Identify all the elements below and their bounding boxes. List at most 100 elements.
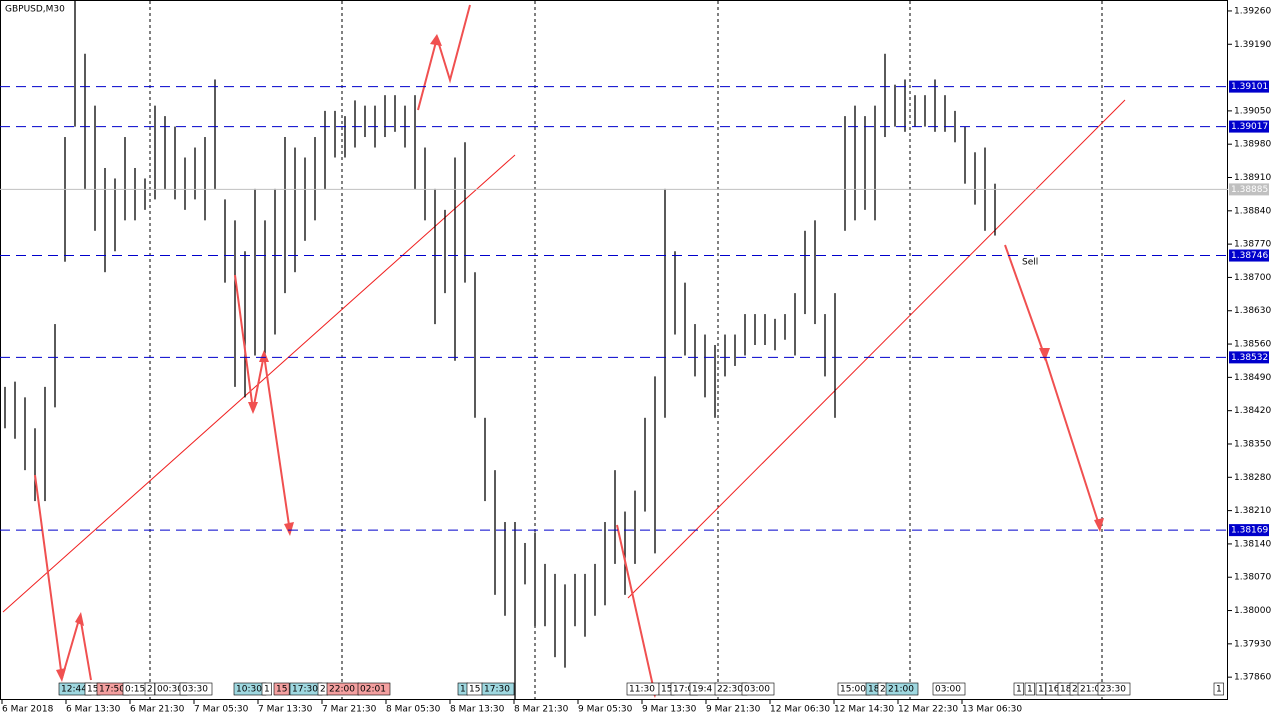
x-tick-label: 9 Mar 21:30 (706, 705, 761, 715)
time-tag-label: 2 (880, 685, 886, 695)
time-tag-label: 23:30 (1100, 685, 1126, 695)
x-tick-label: 8 Mar 05:30 (386, 705, 441, 715)
time-tag-label: 16 (1048, 685, 1060, 695)
level-box (1229, 524, 1269, 537)
time-tag (1024, 682, 1035, 696)
y-tick-label: 1.38910 (1234, 173, 1271, 183)
time-tag-label: 17:30 (292, 685, 318, 695)
time-tag-label: 15 (87, 685, 98, 695)
y-tick-label: 1.38000 (1234, 606, 1271, 616)
plot-frame (0, 0, 1228, 700)
time-tag-label: 12:44 (61, 685, 87, 695)
time-tag-label: 1 (1216, 685, 1222, 695)
y-tick-label: 1.38700 (1234, 273, 1271, 283)
y-tick-label: 1.38490 (1234, 373, 1271, 383)
y-tick-label: 1.38210 (1234, 506, 1271, 516)
time-tag-label: 00:30 (157, 685, 183, 695)
time-tag (273, 682, 290, 696)
y-tick-label: 1.37930 (1234, 639, 1271, 649)
time-tag-label: 02:01 (360, 685, 386, 695)
y-tick-label: 1.38560 (1234, 340, 1271, 350)
time-tag-label: 18 (868, 685, 880, 695)
chart-title: GBPUSD,M30 (5, 5, 65, 15)
time-tag-label: 1 (264, 685, 270, 695)
time-tag-label: 21:0 (1080, 685, 1100, 695)
level-box (1229, 120, 1269, 133)
time-tag-label: 03:00 (935, 685, 961, 695)
time-tag-label: 15 (276, 685, 287, 695)
y-tick-label: 1.39050 (1234, 106, 1271, 116)
time-tag-label: 19:4 (692, 685, 712, 695)
time-tag-label: 2 (147, 685, 153, 695)
x-tick-label: 9 Mar 05:30 (578, 705, 633, 715)
x-tick-label: 8 Mar 13:30 (450, 705, 505, 715)
x-tick-label: 7 Mar 13:30 (258, 705, 313, 715)
time-tag (357, 682, 391, 696)
x-tick-label: 12 Mar 22:30 (898, 705, 958, 715)
time-grid (149, 1, 1103, 699)
time-tag (885, 682, 919, 696)
time-tag (932, 682, 966, 696)
time-tag-label: 18 (1060, 685, 1072, 695)
time-tag-label: 22:30 (717, 685, 743, 695)
level-box (1229, 249, 1269, 262)
annotation: Sell (1022, 258, 1038, 268)
time-tag-label: 11:30 (629, 685, 655, 695)
x-tick-label: 8 Mar 21:30 (514, 705, 569, 715)
y-tick-label: 1.38840 (1234, 206, 1271, 216)
time-tag-label: 1 (1027, 685, 1033, 695)
time-tag-label: 17:0 (673, 685, 693, 695)
time-tag (1013, 682, 1024, 696)
time-tag (481, 682, 515, 696)
time-tag-label: 03:30 (182, 685, 208, 695)
y-tick-label: 1.39260 (1234, 6, 1271, 16)
time-tag (741, 682, 775, 696)
level-label: 1.39101 (1231, 82, 1268, 92)
x-tick-label: 6 Mar 2018 (2, 705, 54, 715)
bars (4, 0, 996, 700)
x-tick-label: 7 Mar 05:30 (194, 705, 249, 715)
time-tag-label: 2 (320, 685, 326, 695)
time-tag (144, 682, 155, 696)
y-tick-label: 1.38140 (1234, 539, 1271, 549)
level-label: 1.38746 (1231, 251, 1268, 261)
y-tick-label: 1.38420 (1234, 406, 1271, 416)
x-tick-label: 6 Mar 21:30 (130, 705, 185, 715)
x-tick-label: 7 Mar 21:30 (322, 705, 377, 715)
time-tag-label: 10:30 (236, 685, 262, 695)
time-tag-label: 17:30 (484, 685, 510, 695)
level-box (1229, 351, 1269, 364)
time-tag-label: 15 (469, 685, 480, 695)
y-tick-label: 1.38630 (1234, 306, 1271, 316)
y-tick-label: 1.38770 (1234, 240, 1271, 250)
y-tick-label: 1.37860 (1234, 673, 1271, 683)
time-tag-label: 1 (1038, 685, 1044, 695)
time-tag-label: 1 (460, 685, 466, 695)
y-tick-label: 1.39190 (1234, 40, 1271, 50)
current-price-box (1229, 183, 1269, 196)
time-tag (179, 682, 213, 696)
current-price-label: 1.38885 (1231, 185, 1268, 195)
level-label: 1.39017 (1231, 122, 1268, 132)
y-tick-label: 1.38280 (1234, 473, 1271, 483)
time-tag-label: 03:00 (744, 685, 770, 695)
x-tick-label: 6 Mar 13:30 (66, 705, 121, 715)
level-box (1229, 80, 1269, 93)
y-tick-label: 1.38070 (1234, 573, 1271, 583)
time-tag (261, 682, 272, 696)
time-tag-label: 15 (661, 685, 672, 695)
x-tick-label: 13 Mar 06:30 (962, 705, 1022, 715)
y-tick-label: 1.38350 (1234, 439, 1271, 449)
level-label: 1.38169 (1231, 526, 1268, 536)
time-tag-label: 22:00 (329, 685, 355, 695)
level-label: 1.38532 (1231, 353, 1268, 363)
time-tag-label: 21:00 (888, 685, 914, 695)
x-tick-label: 12 Mar 14:30 (834, 705, 894, 715)
time-tag (1097, 682, 1131, 696)
x-tick-label: 9 Mar 13:30 (642, 705, 697, 715)
time-tag-label: 0:15 (125, 685, 145, 695)
time-tag-label: 1 (1016, 685, 1022, 695)
time-tag-label: 2 (1072, 685, 1078, 695)
